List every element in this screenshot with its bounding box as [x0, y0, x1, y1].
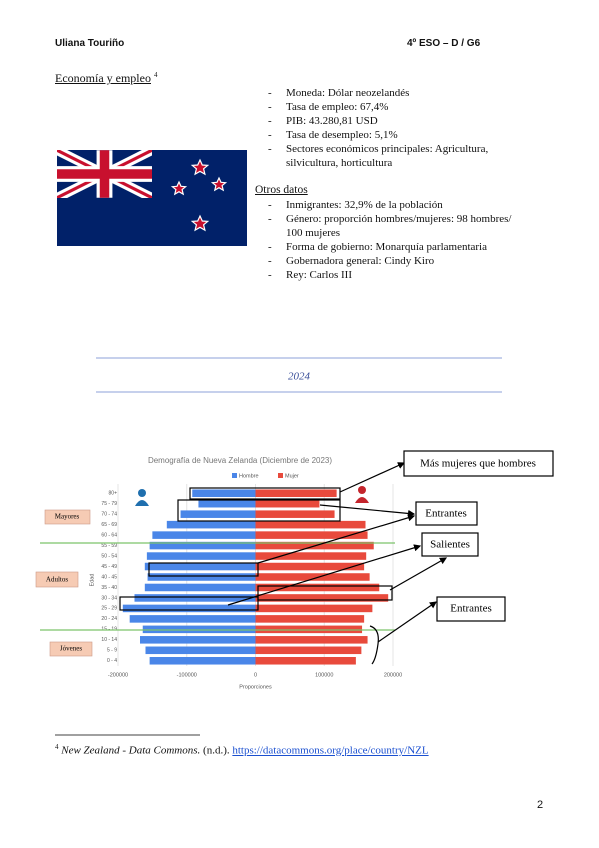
y-tick-label: 50 - 54 [101, 553, 117, 559]
bar [144, 562, 256, 571]
list-item: Inmigrantes: 32,9% de la población [268, 198, 530, 212]
annotation: Entrantes [425, 508, 467, 520]
x-axis-label: Proporciones [239, 684, 272, 690]
bar [255, 520, 366, 529]
list-item: Tasa de desempleo: 5,1% [268, 128, 530, 142]
bar [146, 552, 256, 560]
page-number: 2 [537, 799, 544, 811]
footnote-marker: 4 [55, 743, 59, 751]
x-tick-label: 0 [254, 672, 257, 678]
y-tick-label: 75 - 79 [101, 501, 117, 507]
footnote: 4 New Zealand - Data Commons. (n.d.). ht… [55, 743, 429, 757]
flag [57, 150, 247, 246]
bar [255, 510, 335, 518]
bar [255, 583, 380, 592]
list-item: Forma de gobierno: Monarquía parlamentar… [268, 240, 530, 254]
list-item: Gobernadora general: Cindy Kiro [268, 254, 530, 268]
bar [166, 520, 256, 529]
x-tick-label: -100000 [177, 672, 197, 678]
y-tick-label: 40 - 45 [101, 574, 117, 580]
y-axis-label: Edad [89, 574, 95, 587]
economy-list: Moneda: Dólar neozelandés Tasa de empleo… [268, 86, 530, 170]
footnote-date: (n.d.). [203, 744, 230, 757]
bar [149, 541, 256, 550]
bar [255, 625, 363, 634]
bar [255, 531, 368, 539]
bar [255, 552, 367, 560]
author: Uliana Touriño [55, 38, 125, 49]
bar [198, 499, 256, 508]
bar [255, 646, 362, 655]
y-tick-label: 60 - 64 [101, 532, 117, 538]
section-heading: Economía y empleo 4 [55, 71, 157, 86]
group-label: Mayores [55, 513, 80, 521]
legend-swatch [232, 473, 237, 478]
bar [192, 489, 256, 498]
x-tick-label: -200000 [108, 672, 128, 678]
y-tick-label: 20 - 24 [101, 616, 117, 622]
footnote-ref: 4 [153, 71, 158, 79]
course: 4º ESO – D / G6 [407, 38, 481, 49]
heading-text: Economía y empleo [55, 71, 151, 85]
legend-swatch [278, 473, 283, 478]
annotation-shapes [35, 450, 554, 665]
list-item: PIB: 43.280,81 USD [268, 114, 530, 128]
y-tick-label: 30 - 34 [101, 595, 117, 601]
bar [180, 510, 256, 518]
bar [152, 531, 256, 539]
bar [140, 636, 256, 644]
list-item: Tasa de empleo: 67,4% [268, 100, 530, 114]
bar [142, 625, 256, 634]
y-tick-label: 45 - 49 [101, 564, 117, 570]
list-item: Género: proporción hombres/mujeres: 98 h… [268, 212, 530, 240]
list-item: Rey: Carlos III [268, 268, 530, 282]
bar [149, 656, 256, 665]
footnote-link[interactable]: https://datacommons.org/place/country/NZ… [232, 744, 429, 757]
bar [255, 562, 365, 571]
y-tick-label: 0 - 4 [107, 658, 117, 664]
y-tick-label: 65 - 69 [101, 522, 117, 528]
y-tick-label: 5 - 9 [107, 648, 117, 654]
bar [255, 594, 389, 602]
annotation: Salientes [430, 539, 470, 551]
bar [145, 646, 256, 655]
bar [129, 615, 256, 623]
bar [255, 499, 320, 508]
y-tick-label: 55 - 59 [101, 543, 117, 549]
annotation: Entrantes [450, 603, 492, 615]
x-tick-label: 200000 [384, 672, 402, 678]
y-tick-label: 70 - 74 [101, 512, 117, 518]
y-tick-label: 80+ [109, 491, 118, 497]
list-item: Moneda: Dólar neozelandés [268, 86, 530, 100]
bar [255, 615, 365, 623]
bar [122, 604, 256, 613]
bar [255, 656, 356, 665]
annotation: Más mujeres que hombres [420, 458, 536, 470]
group-label: Adultos [46, 576, 68, 584]
legend-label: Hombre [239, 473, 259, 479]
list-item: Sectores económicos principales: Agricul… [268, 142, 530, 170]
bar [255, 573, 370, 581]
bar [134, 594, 256, 602]
bar [147, 573, 256, 581]
year: 2024 [288, 371, 311, 383]
footnote-source: New Zealand - Data Commons. [61, 744, 201, 757]
y-tick-label: 10 - 14 [101, 637, 117, 643]
bar [255, 636, 368, 644]
chart-title: Demografía de Nueva Zelanda (Diciembre d… [148, 456, 332, 465]
bar [255, 489, 337, 498]
legend-label: Mujer [285, 473, 299, 479]
bar [255, 604, 373, 613]
x-tick-label: 100000 [315, 672, 333, 678]
y-tick-label: 25 - 29 [101, 606, 117, 612]
other-list: Inmigrantes: 32,9% de la población Géner… [268, 198, 530, 282]
group-label: Jóvenes [60, 645, 82, 653]
bar [144, 583, 256, 592]
y-tick-label: 35 - 40 [101, 585, 117, 591]
section-heading: Otros datos [255, 184, 308, 196]
